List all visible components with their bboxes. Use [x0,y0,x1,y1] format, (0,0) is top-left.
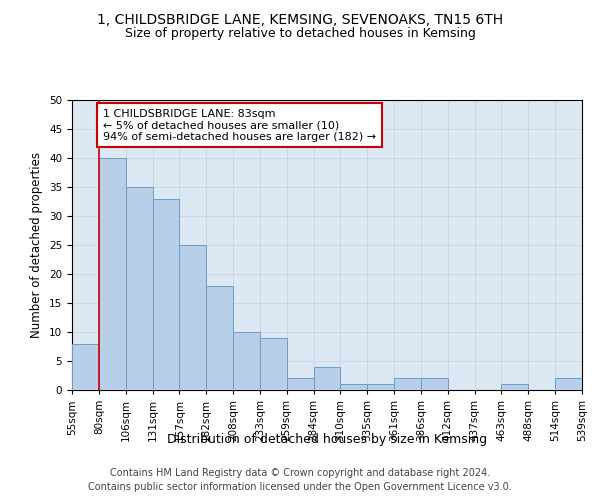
Bar [394,378,421,390]
Text: Contains HM Land Registry data © Crown copyright and database right 2024.: Contains HM Land Registry data © Crown c… [110,468,490,477]
Text: 1, CHILDSBRIDGE LANE, KEMSING, SEVENOAKS, TN15 6TH: 1, CHILDSBRIDGE LANE, KEMSING, SEVENOAKS… [97,12,503,26]
Bar [421,378,448,390]
Bar [152,198,179,390]
Bar [233,332,260,390]
Y-axis label: Number of detached properties: Number of detached properties [31,152,43,338]
Text: Distribution of detached houses by size in Kemsing: Distribution of detached houses by size … [167,432,487,446]
Bar [99,158,125,390]
Bar [287,378,314,390]
Bar [555,378,582,390]
Bar [367,384,394,390]
Bar [72,344,99,390]
Bar [206,286,233,390]
Text: 1 CHILDSBRIDGE LANE: 83sqm
← 5% of detached houses are smaller (10)
94% of semi-: 1 CHILDSBRIDGE LANE: 83sqm ← 5% of detac… [103,108,376,142]
Bar [179,245,206,390]
Bar [340,384,367,390]
Text: Size of property relative to detached houses in Kemsing: Size of property relative to detached ho… [125,28,475,40]
Bar [502,384,529,390]
Bar [260,338,287,390]
Text: Contains public sector information licensed under the Open Government Licence v3: Contains public sector information licen… [88,482,512,492]
Bar [314,367,340,390]
Bar [125,187,152,390]
